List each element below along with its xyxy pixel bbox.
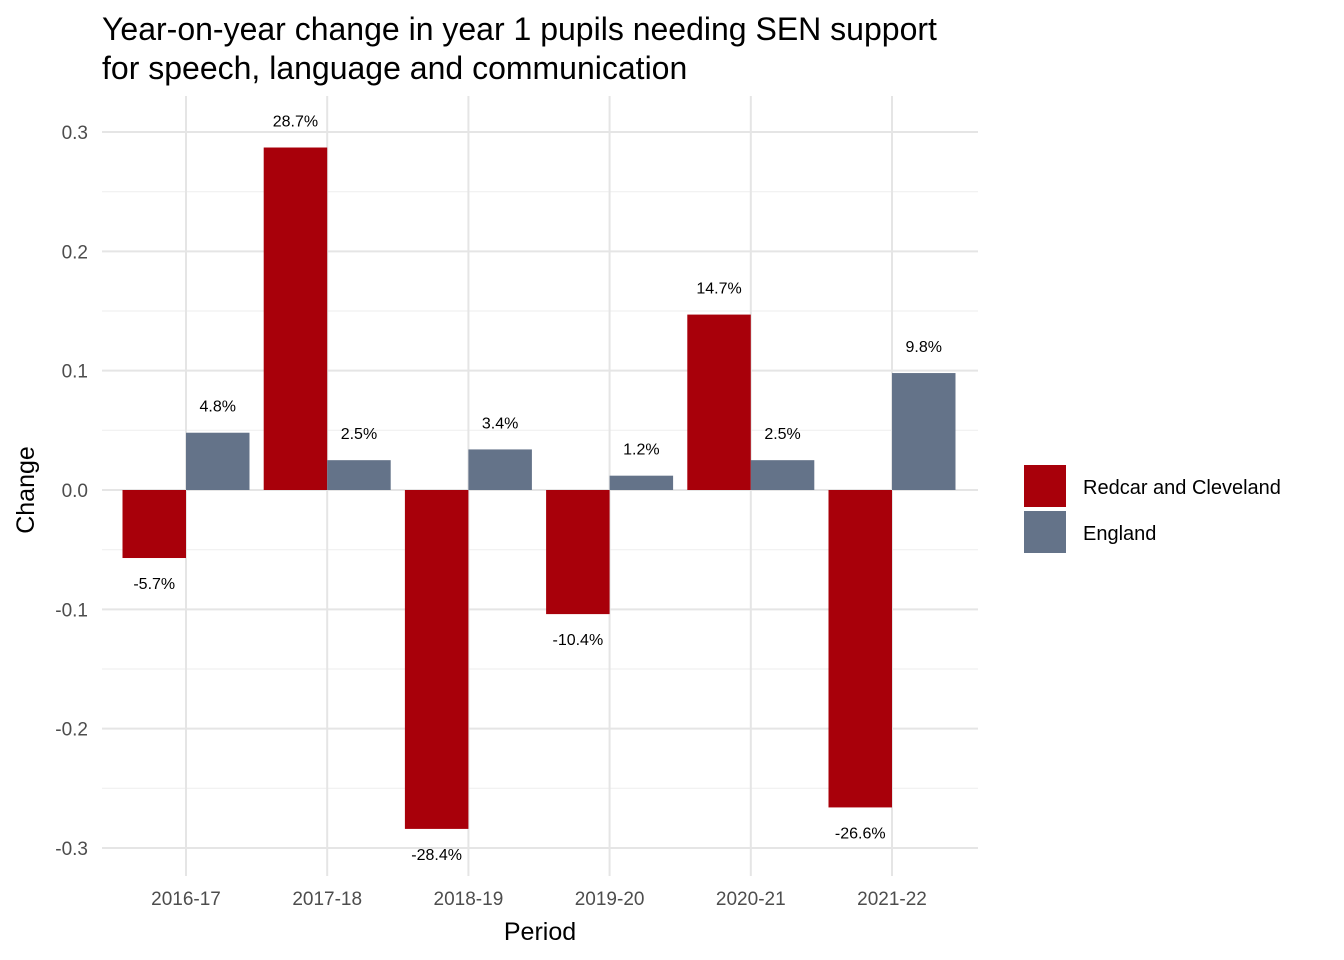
chart-title-line-1: Year-on-year change in year 1 pupils nee… bbox=[102, 11, 937, 47]
chart-title-line-2: for speech, language and communication bbox=[102, 50, 687, 86]
x-tick-label: 2018-19 bbox=[434, 889, 504, 910]
bar-value-label: 1.2% bbox=[623, 442, 659, 459]
bars bbox=[122, 147, 956, 829]
bar-value-label: 2.5% bbox=[764, 426, 800, 443]
y-axis-ticks: -0.3 -0.2 -0.1 0.0 0.1 0.2 0.3 bbox=[55, 123, 88, 860]
bar-england bbox=[186, 432, 250, 490]
x-tick-label: 2020-21 bbox=[716, 889, 786, 910]
bar-value-label: -28.4% bbox=[411, 847, 462, 864]
y-tick-label: -0.1 bbox=[55, 600, 88, 621]
bar-england bbox=[468, 449, 532, 490]
bar-value-label: 14.7% bbox=[696, 281, 741, 298]
bar-value-label: 2.5% bbox=[341, 426, 377, 443]
bar-value-label: -5.7% bbox=[133, 576, 175, 593]
bar-redcar bbox=[263, 147, 328, 490]
bar-redcar bbox=[122, 490, 186, 559]
bar-value-label: 4.8% bbox=[200, 399, 236, 416]
chart-title: Year-on-year change in year 1 pupils nee… bbox=[102, 11, 937, 86]
legend-label: Redcar and Cleveland bbox=[1083, 477, 1281, 499]
bar-redcar bbox=[546, 490, 610, 615]
y-tick-label: 0.1 bbox=[62, 362, 88, 383]
bar-value-label: -10.4% bbox=[552, 632, 603, 649]
x-tick-label: 2016-17 bbox=[151, 889, 221, 910]
bar-value-label: 28.7% bbox=[273, 114, 318, 131]
y-tick-label: -0.3 bbox=[55, 839, 88, 860]
x-tick-label: 2021-22 bbox=[857, 889, 927, 910]
y-axis-title: Change bbox=[12, 446, 40, 534]
y-tick-label: -0.2 bbox=[55, 720, 88, 741]
bar-england bbox=[609, 475, 674, 490]
bar-value-label: -26.6% bbox=[835, 825, 886, 842]
x-tick-label: 2017-18 bbox=[292, 889, 362, 910]
y-tick-label: 0.0 bbox=[62, 481, 88, 502]
bar-england bbox=[327, 460, 391, 490]
y-tick-label: 0.2 bbox=[62, 242, 88, 263]
legend-key bbox=[1024, 465, 1066, 507]
x-tick-label: 2019-20 bbox=[575, 889, 645, 910]
bar-england bbox=[892, 373, 956, 490]
legend-label: England bbox=[1083, 523, 1156, 545]
bar-redcar bbox=[687, 314, 751, 490]
legend-key bbox=[1024, 511, 1066, 553]
bar-value-label: 3.4% bbox=[482, 415, 518, 432]
x-axis-ticks: 2016-17 2017-18 2018-19 2019-20 2020-21 2021-… bbox=[151, 889, 927, 910]
bar-redcar bbox=[828, 490, 892, 808]
bar-value-label: 9.8% bbox=[906, 339, 942, 356]
legend: Redcar and Cleveland England bbox=[1024, 465, 1281, 553]
data-labels: -5.7% 28.7% -28.4% -10.4% 14.7% -26.6% 4.8% 2.5… bbox=[133, 114, 942, 864]
bar-england bbox=[750, 460, 815, 490]
bar-redcar bbox=[404, 490, 469, 829]
x-axis-title: Period bbox=[504, 918, 576, 946]
y-tick-label: 0.3 bbox=[62, 123, 88, 144]
